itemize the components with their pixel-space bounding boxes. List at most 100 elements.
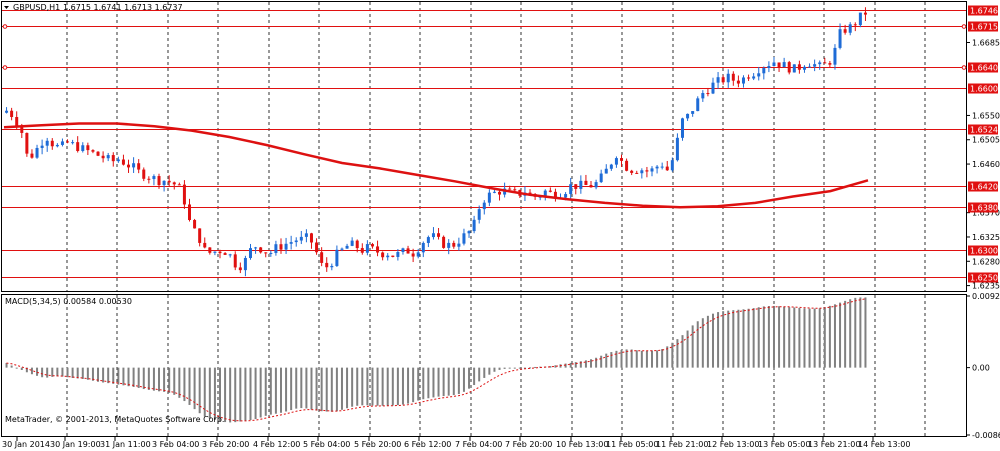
macd-bar [320, 367, 323, 412]
macd-bar [864, 297, 867, 368]
macd-bar [325, 367, 328, 412]
candle-body [569, 184, 573, 195]
macd-bar [839, 302, 842, 368]
candle-body [315, 242, 319, 253]
price-level-badge [968, 21, 998, 32]
macd-bar [732, 310, 735, 368]
candle-body [172, 182, 176, 185]
time-tick-label: 5 Feb 04:00 [303, 440, 350, 449]
candle-body [238, 267, 242, 271]
candle-body [50, 140, 54, 147]
chart-symbol: GBPUSD,H1 [13, 3, 60, 12]
candle-body [579, 180, 583, 189]
macd-tick-label: -0.00869 [972, 431, 1000, 440]
candle-body [401, 248, 405, 253]
macd-bar [793, 307, 796, 368]
macd-bar [56, 367, 59, 377]
candle-body [782, 62, 786, 68]
candle-body [320, 252, 324, 263]
macd-bar [264, 367, 267, 416]
macd-axis: 0.00924 0.00 -0.00869 [966, 292, 1000, 440]
candle-body [269, 252, 273, 254]
macd-tick-label: 0.00924 [972, 292, 1000, 301]
candle-body [259, 247, 263, 253]
candle-body [20, 125, 24, 133]
macd-bar [508, 367, 511, 369]
candle-body [376, 246, 380, 253]
price-level-label: 1.6600 [970, 85, 998, 94]
candle-body [91, 150, 95, 152]
time-tick-label: 7 Feb 20:00 [505, 440, 552, 449]
candle-body [721, 77, 725, 83]
price-level-label: 1.6524 [970, 126, 998, 135]
macd-bar [381, 367, 384, 406]
candle-body [757, 73, 761, 77]
candle-body [437, 233, 441, 237]
macd-bar [137, 367, 140, 388]
macd-bar [772, 305, 775, 368]
candle-body [243, 258, 247, 271]
candle-body [35, 147, 39, 158]
candle-body [218, 251, 222, 254]
time-tick-label: 7 Feb 04:00 [455, 440, 502, 449]
candle-body [142, 169, 146, 179]
menu-triangle-icon[interactable] [4, 6, 9, 9]
candle-body [487, 192, 491, 203]
candle-body [620, 158, 624, 161]
macd-bar [112, 367, 115, 384]
candle-body [726, 73, 730, 83]
candle-body [680, 118, 684, 138]
candle-body [137, 163, 141, 170]
macd-signal-line [6, 298, 866, 422]
macd-bar [686, 330, 689, 368]
candle-body [431, 233, 435, 238]
time-tick-label: 3 Feb 20:00 [202, 440, 249, 449]
macd-bar [783, 306, 786, 368]
grid-lines [66, 2, 926, 436]
candle-body [574, 184, 578, 189]
macd-bar [239, 367, 242, 422]
price-tick-label: 1.6370 [972, 209, 1000, 218]
macd-bar [778, 306, 781, 368]
candle-body [101, 155, 105, 159]
macd-bar [625, 349, 628, 368]
macd-bar [483, 367, 486, 378]
candle-body [863, 12, 867, 15]
macd-bar [20, 367, 23, 370]
macd-bar [269, 367, 272, 415]
time-tick-label: 30 Jan 19:00 [50, 440, 101, 449]
candle-body [167, 180, 171, 183]
macd-bar [671, 342, 674, 368]
candle-body [66, 141, 70, 143]
candle-body [802, 66, 806, 70]
candle-body [655, 166, 659, 169]
candle-body [492, 191, 496, 193]
price-level-label: 1.6300 [970, 247, 998, 256]
candle-body [543, 190, 547, 197]
macd-label: MACD(5,34,5) 0.00584 0.00530 [5, 297, 132, 306]
macd-bar [523, 367, 526, 369]
price-axis: 1.6685 1.6550 1.6505 1.6460 1.6370 1.6325 1.62… [966, 39, 1000, 291]
price-tick-label: 1.6460 [972, 160, 1000, 169]
macd-bar [737, 309, 740, 368]
candle-body [609, 164, 613, 169]
macd-bar [290, 367, 293, 411]
time-tick-label: 3 Feb 04:00 [152, 440, 199, 449]
macd-bar [447, 367, 450, 396]
candle-body [340, 248, 344, 250]
macd-bar [859, 297, 862, 368]
macd-bar [635, 350, 638, 368]
macd-bar [254, 367, 257, 420]
macd-bar [590, 359, 593, 368]
candle-body [513, 189, 517, 191]
macd-bar [584, 360, 587, 368]
macd-bar [437, 367, 440, 397]
candle-body [564, 194, 568, 198]
macd-bar [742, 309, 745, 368]
macd-bar [711, 313, 714, 368]
candle-body [731, 73, 735, 81]
macd-bar [412, 367, 415, 403]
macd-bar [330, 367, 333, 412]
